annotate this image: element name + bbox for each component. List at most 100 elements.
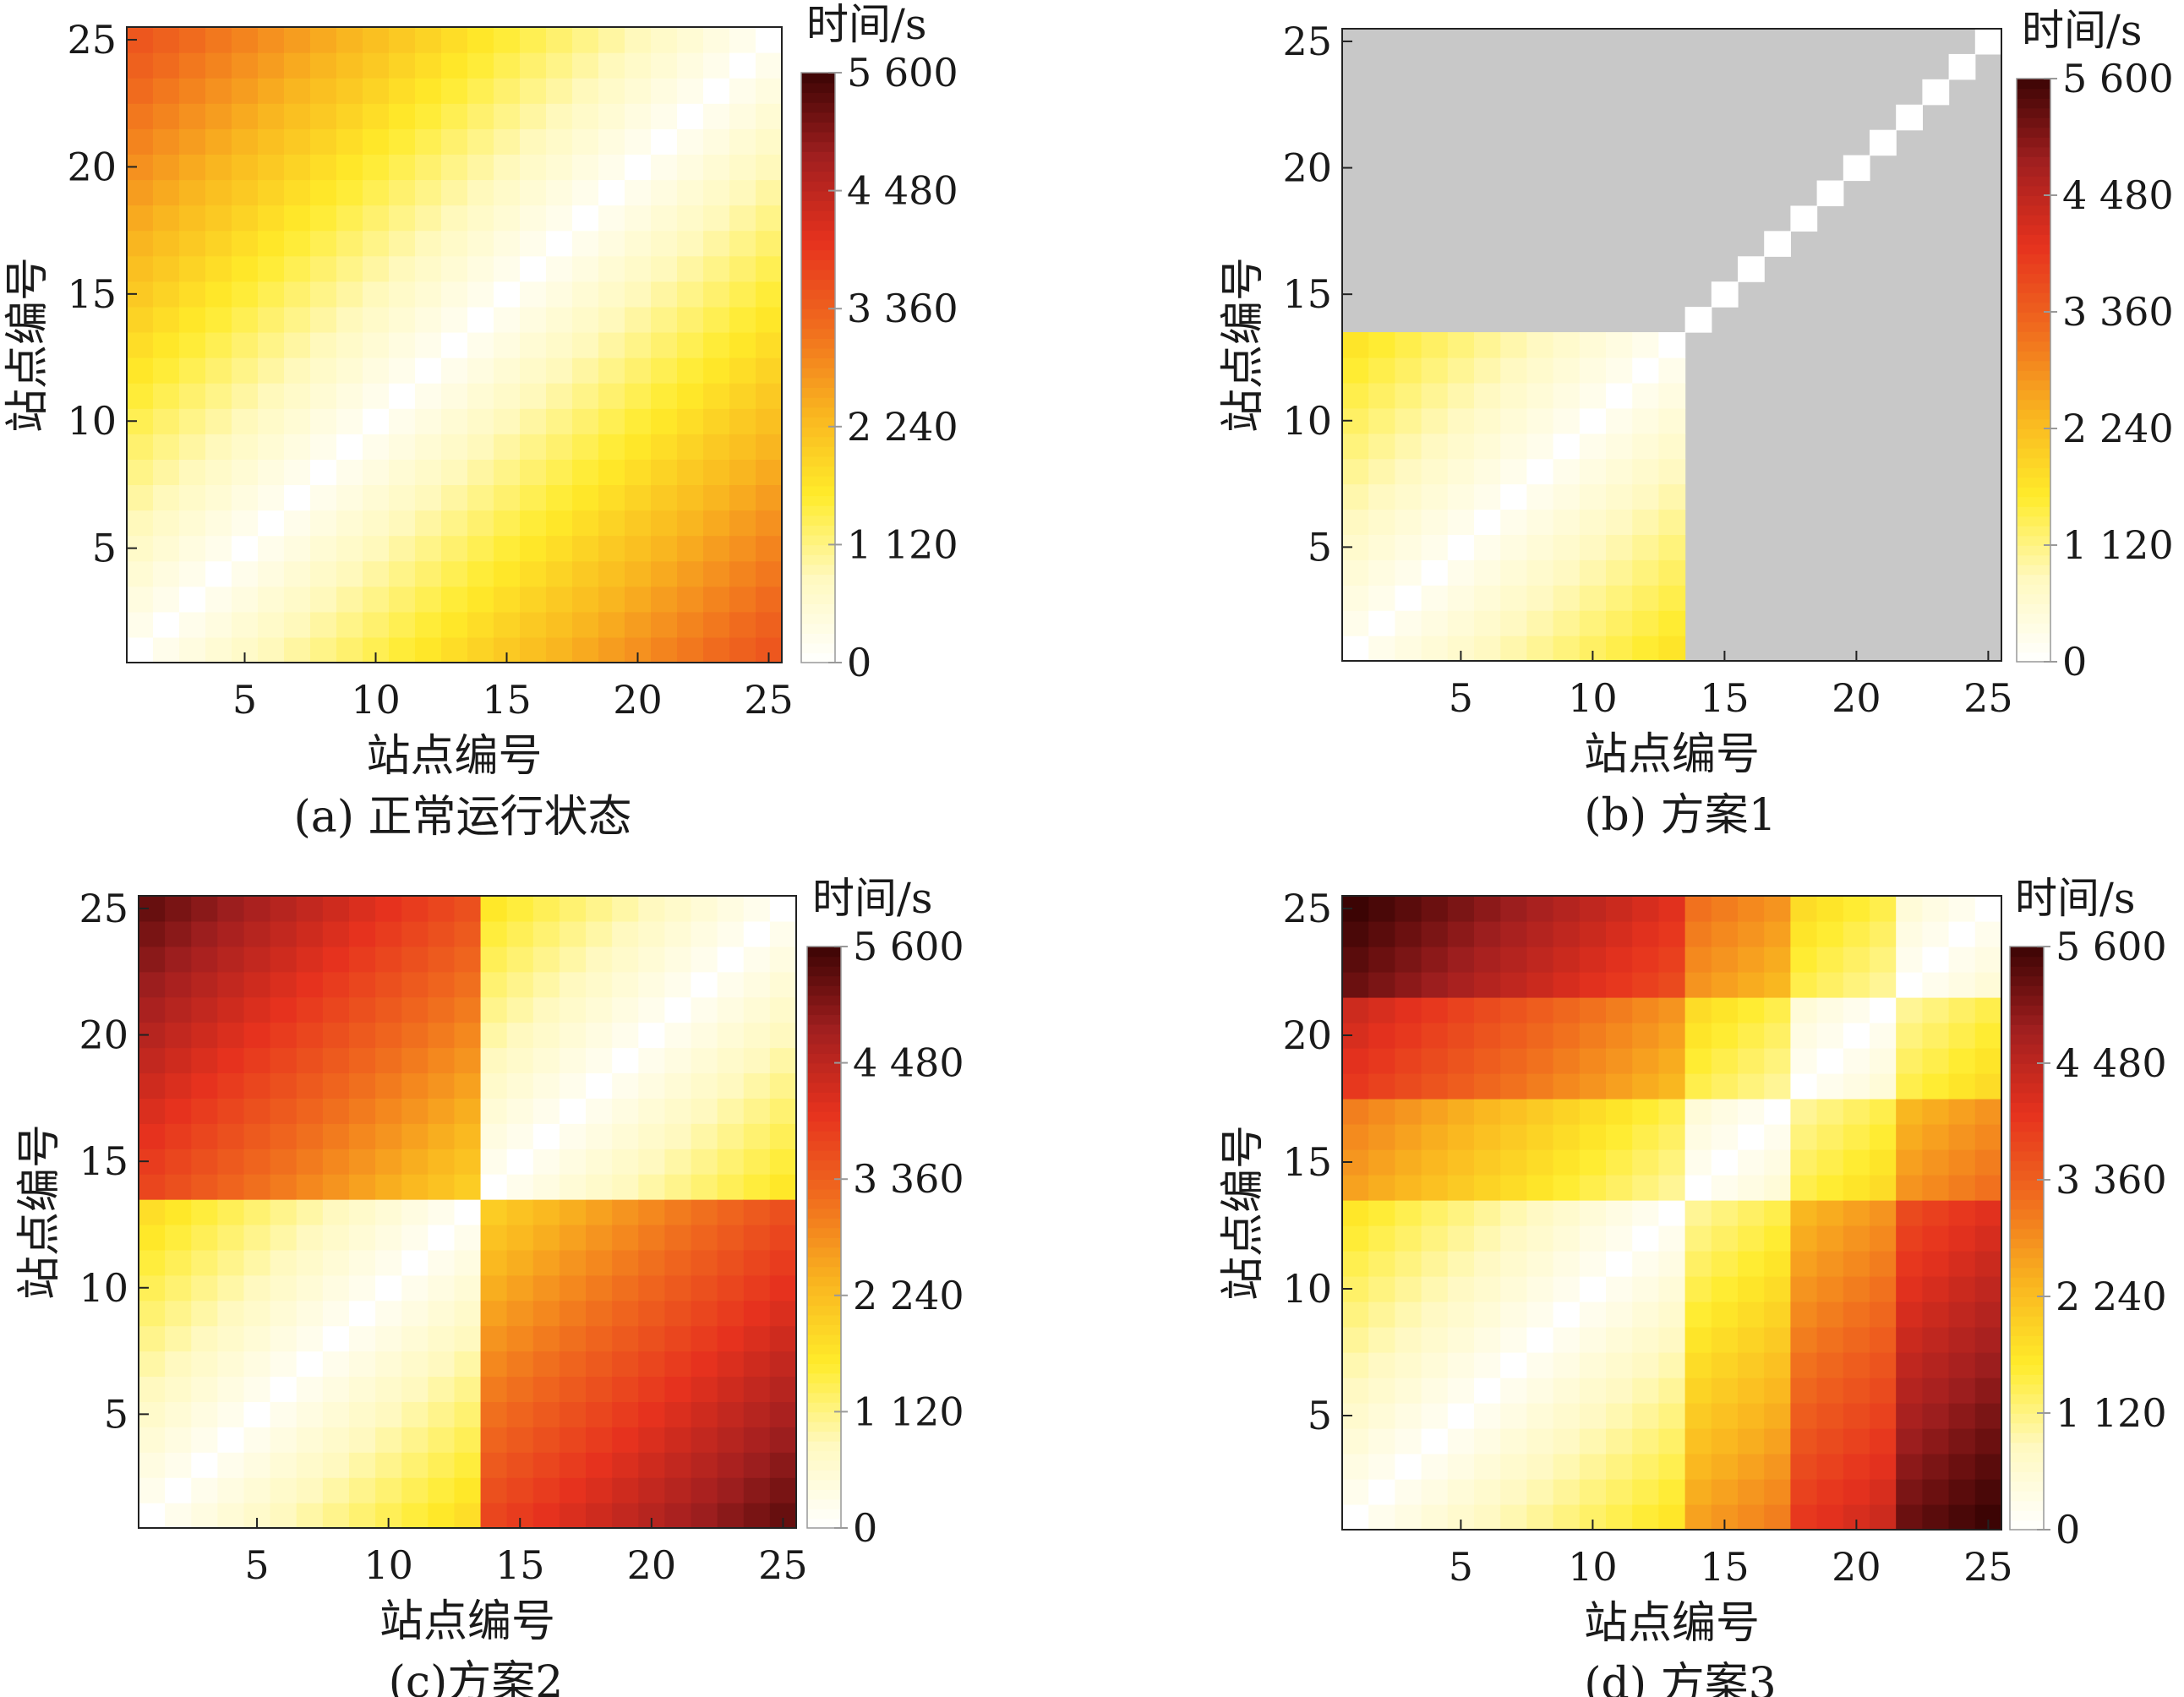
heatmap-cell [191,1401,218,1427]
colorbar-segment [801,544,835,555]
heatmap-cell [480,1452,508,1478]
heatmap-cell [1790,1251,1818,1277]
heatmap-cell [191,1149,218,1175]
heatmap-cell [1553,610,1581,636]
heatmap-cell [756,484,783,511]
heatmap-cell [1500,947,1527,973]
heatmap-cell [243,1022,271,1049]
heatmap-cell [559,1376,587,1402]
heatmap-cell [1711,1124,1739,1150]
heatmap-cell [572,52,599,79]
heatmap-cell [586,896,613,922]
heatmap-cell [691,1249,718,1276]
heatmap-cell [1500,585,1527,611]
heatmap-cell [322,1072,350,1099]
heatmap-cell [769,1174,797,1200]
heatmap-cell [401,1098,429,1124]
heatmap-cell [1816,180,1844,207]
heatmap-cell [1474,1378,1501,1404]
heatmap-cell [520,306,547,333]
heatmap-cell [363,281,390,308]
heatmap-cell [284,128,311,155]
heatmap-cell [1764,1048,1791,1074]
heatmap-cell [375,1452,402,1478]
heatmap-cell [1526,947,1554,973]
heatmap-cell [258,586,285,613]
heatmap-cell [1368,509,1395,535]
heatmap-cell [232,281,259,308]
x-tick-label: 25 [1963,1544,2013,1590]
colorbar-segment [2017,146,2050,157]
colorbar-segment [2010,1072,2044,1083]
heatmap-cell [467,484,494,511]
heatmap-cell [258,535,285,562]
heatmap-cell [1711,1225,1739,1252]
heatmap-cell [586,1503,613,1529]
heatmap-cell [1395,896,1422,922]
heatmap-cell [1738,1225,1765,1252]
heatmap-cell [415,27,442,53]
heatmap-cell [270,1047,298,1074]
heatmap-cell [1500,636,1527,662]
heatmap-cell [769,946,797,973]
colorbar-title-d: 时间/s [2015,874,2136,923]
panel-caption-b: (b) 方案1 [1584,790,1776,841]
colorbar-segment [807,1460,841,1471]
heatmap-cell [1368,433,1395,460]
heatmap-cell [1395,1175,1422,1201]
colorbar-segment [2010,1199,2044,1210]
heatmap-cell [217,1022,245,1049]
heatmap-cell [743,946,771,973]
heatmap-cell [743,1149,771,1175]
colorbar-segment [807,1004,841,1016]
heatmap-cell [454,1224,482,1251]
heatmap-cell [270,1427,298,1453]
heatmap-cell [586,971,613,998]
heatmap-cell [1421,1099,1449,1125]
heatmap-cell [1974,1251,2002,1277]
heatmap-cell [1500,1378,1527,1404]
heatmap-cell [1922,1048,1950,1074]
heatmap-cell [1658,382,1686,409]
heatmap-cell [454,1300,482,1327]
heatmap-cell [546,306,573,333]
heatmap-cell [179,103,206,129]
heatmap-cell [165,971,192,998]
heatmap-cell [428,1427,456,1453]
heatmap-cell [532,1149,560,1175]
heatmap-cell [1368,1099,1395,1125]
heatmap-cell [296,1199,324,1225]
heatmap-cell [520,408,547,434]
heatmap-cell [1790,896,1818,922]
heatmap-cell [769,1274,797,1301]
colorbar-segment [801,495,835,506]
heatmap-cell [1579,585,1607,611]
heatmap-cell [625,408,652,434]
heatmap-cell [415,510,442,537]
heatmap-cell [1816,947,1844,973]
x-axis-ticks-d: 5 10 15 20 25 [1449,1520,2013,1590]
heatmap-cell [1421,483,1449,510]
heatmap-cell [153,128,180,155]
heatmap-cell [625,331,652,358]
colorbar-segment [2010,1325,2044,1336]
heatmap-cell [703,52,730,79]
heatmap-cell [1843,1124,1870,1150]
heatmap-cell [205,459,232,486]
heatmap-cell [1553,1200,1581,1226]
heatmap-cell [1974,1327,2002,1353]
heatmap-cell [243,920,271,947]
heatmap-cell [1553,997,1581,1023]
colorbar-segment [801,249,835,260]
heatmap-cell [1447,585,1475,611]
heatmap-cell [1395,483,1422,510]
heatmap-cell [1500,559,1527,586]
heatmap-cell [1632,636,1659,662]
heatmap-cell [625,484,652,511]
heatmap-cell [664,946,692,973]
heatmap-cell [1738,1099,1765,1125]
heatmap-cell [1684,1225,1712,1252]
heatmap-cell [494,103,521,129]
heatmap-cell [572,154,599,181]
heatmap-cell [1500,357,1527,384]
